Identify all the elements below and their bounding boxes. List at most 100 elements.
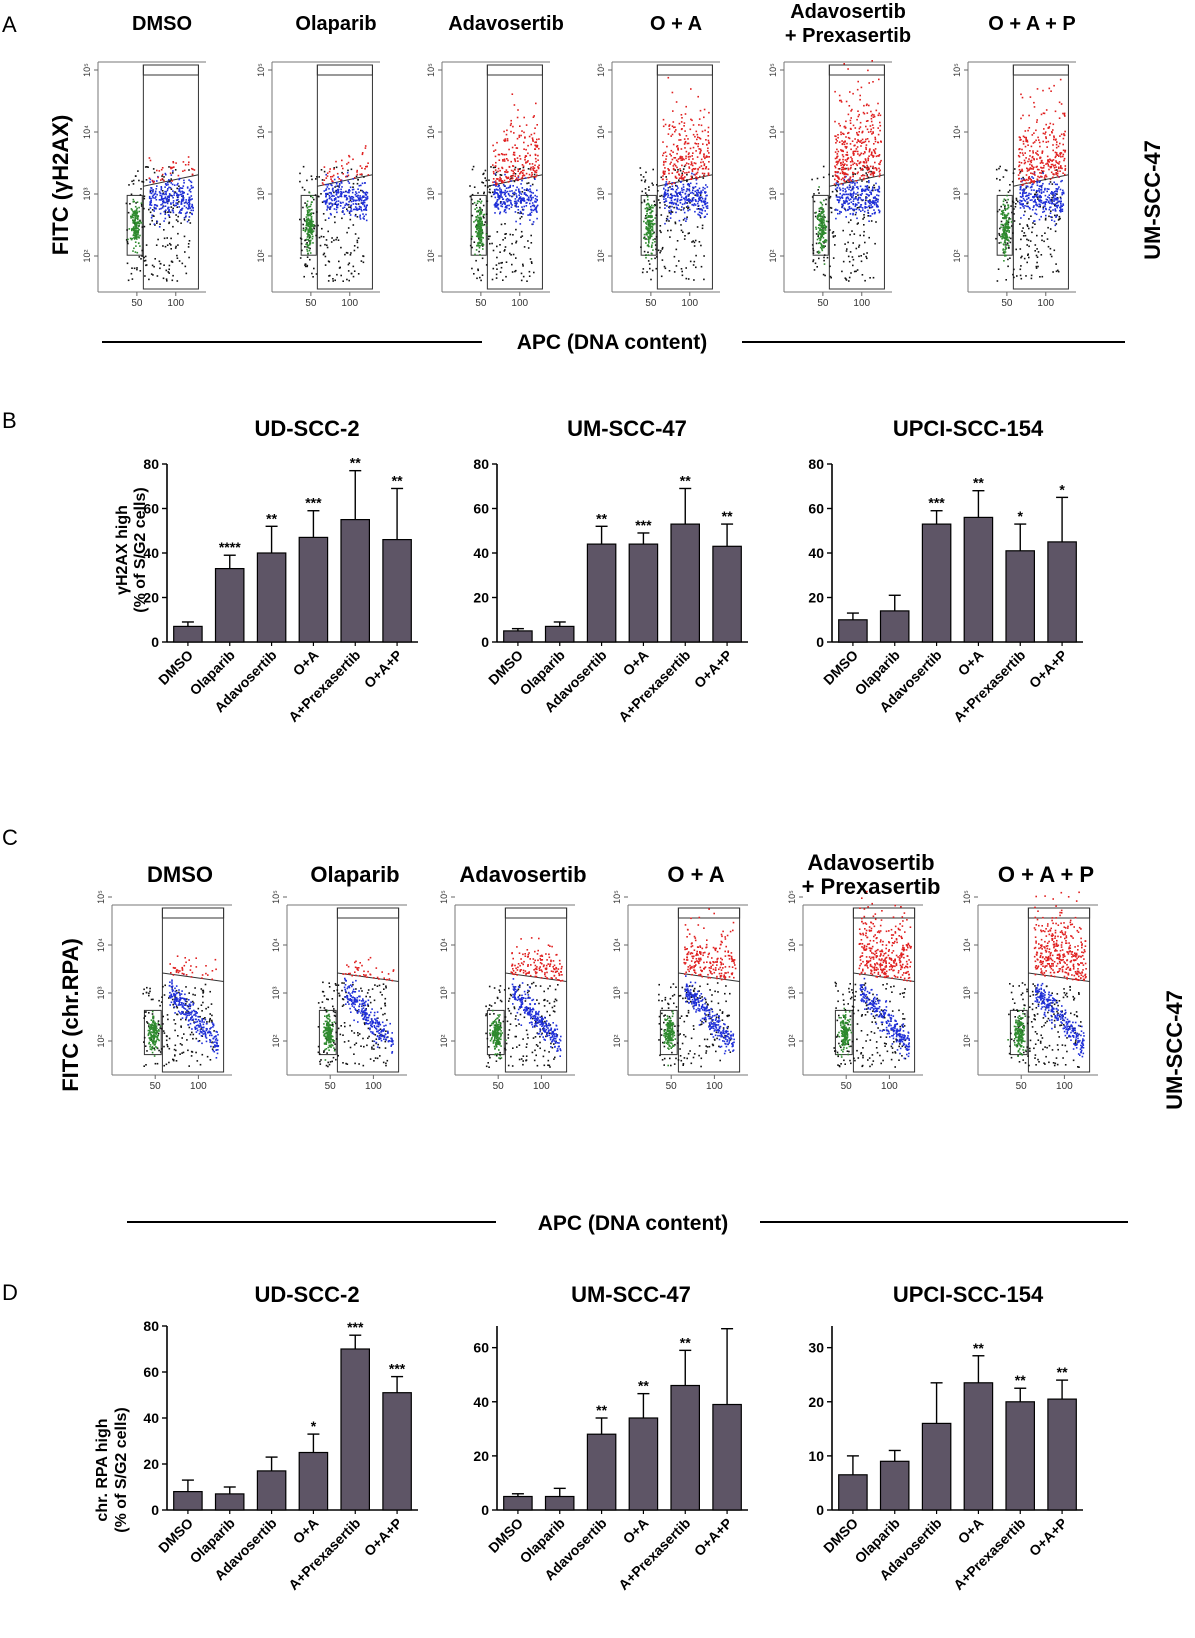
flow-event-dot	[497, 167, 500, 170]
flow-event-dot	[690, 118, 692, 121]
flow-event-dot	[356, 173, 359, 176]
flow-event-dot	[140, 188, 142, 190]
flow-event-dot	[348, 182, 351, 184]
flow-event-dot	[521, 130, 523, 132]
flow-event-dot	[707, 126, 710, 129]
flow-event-dot	[696, 189, 698, 192]
flow-event-dot	[695, 172, 698, 175]
flow-event-dot	[332, 278, 334, 280]
flow-event-dot	[182, 199, 185, 201]
flow-event-dot	[133, 247, 135, 250]
flow-event-dot	[841, 142, 844, 145]
flow-event-dot	[703, 108, 706, 111]
flow-event-dot	[312, 212, 315, 215]
flow-event-dot	[855, 186, 858, 188]
flow-event-dot	[823, 226, 825, 229]
flow-event-dot	[1034, 199, 1036, 201]
flow-event-dot	[1054, 214, 1056, 217]
flow-event-dot	[688, 198, 690, 200]
flow-event-dot	[840, 133, 842, 136]
flow-event-dot	[188, 189, 191, 192]
flow-event-dot	[1038, 195, 1040, 198]
flow-event-dot	[647, 228, 649, 230]
flow-event-dot	[875, 182, 877, 185]
flow-event-dot	[516, 137, 519, 140]
flow-event-dot	[182, 198, 185, 200]
flow-event-dot	[873, 197, 875, 199]
flow-event-dot	[860, 175, 863, 177]
flow-event-dot	[339, 195, 341, 197]
flow-event-dot	[184, 265, 187, 268]
flow-event-dot	[139, 219, 141, 222]
flow-event-dot	[821, 226, 823, 228]
flow-event-dot	[522, 174, 525, 176]
flow-event-dot	[495, 171, 498, 174]
flow-event-dot	[1002, 236, 1005, 239]
flow-event-dot	[1051, 159, 1053, 162]
flow-event-dot	[495, 264, 498, 266]
flow-event-dot	[692, 240, 694, 242]
flow-event-dot	[512, 234, 514, 236]
flow-event-dot	[1055, 270, 1058, 273]
flow-event-dot	[188, 201, 191, 203]
flow-event-dot	[317, 195, 319, 198]
flow-event-dot	[862, 174, 864, 177]
flow-event-dot	[1045, 174, 1047, 176]
flow-event-dot	[176, 187, 178, 190]
flow-event-dot	[708, 141, 710, 144]
flow-event-dot	[842, 190, 844, 192]
flow-event-dot	[1056, 214, 1058, 216]
flow-event-dot	[1005, 235, 1008, 237]
flow-event-dot	[178, 200, 180, 203]
flow-event-dot	[155, 244, 158, 246]
flow-event-dot	[171, 167, 173, 169]
flow-event-dot	[822, 246, 824, 249]
flow-event-dot	[683, 138, 686, 140]
flow-event-dot	[171, 279, 174, 282]
flow-event-dot	[660, 275, 663, 278]
flow-event-dot	[341, 165, 343, 167]
flow-event-dot	[865, 138, 867, 141]
flow-event-dot	[1062, 112, 1064, 115]
flow-event-dot	[531, 163, 534, 165]
flow-event-dot	[1008, 240, 1010, 242]
flow-event-dot	[155, 188, 158, 190]
flow-event-dot	[856, 131, 858, 134]
flow-event-dot	[1007, 223, 1009, 226]
flow-event-dot	[309, 205, 312, 208]
flow-event-dot	[366, 197, 369, 200]
flow-event-dot	[500, 190, 503, 192]
flow-event-dot	[148, 208, 150, 211]
flow-event-dot	[1028, 194, 1030, 197]
flow-event-dot	[530, 166, 532, 169]
flow-event-dot	[485, 179, 488, 182]
flow-event-dot	[855, 193, 857, 195]
flow-event-dot	[708, 142, 710, 145]
flow-event-dot	[1025, 187, 1027, 189]
flow-event-dot	[494, 203, 497, 205]
flow-event-dot	[845, 167, 847, 170]
flow-event-dot	[309, 221, 311, 223]
flow-event-dot	[1064, 115, 1066, 117]
flow-event-dot	[816, 266, 818, 268]
flow-event-dot	[1026, 139, 1029, 142]
flow-event-dot	[306, 179, 308, 182]
flow-event-dot	[484, 221, 487, 223]
flow-event-dot	[475, 226, 477, 229]
flow-event-dot	[815, 226, 817, 229]
flow-event-dot	[648, 263, 651, 265]
flow-event-dot	[143, 225, 146, 228]
flow-event-dot	[859, 161, 862, 164]
flow-event-dot	[301, 249, 303, 252]
flow-event-dot	[693, 203, 696, 205]
flow-event-dot	[1026, 198, 1028, 201]
flow-y-tick-label: 10⁴	[96, 938, 106, 952]
flow-event-dot	[999, 227, 1001, 230]
flow-event-dot	[191, 203, 193, 206]
flow-event-dot	[1035, 208, 1037, 211]
flow-event-dot	[856, 191, 859, 194]
flow-event-dot	[512, 165, 515, 167]
flow-event-dot	[688, 167, 691, 169]
flow-event-dot	[660, 214, 663, 216]
flow-event-dot	[1005, 227, 1007, 229]
